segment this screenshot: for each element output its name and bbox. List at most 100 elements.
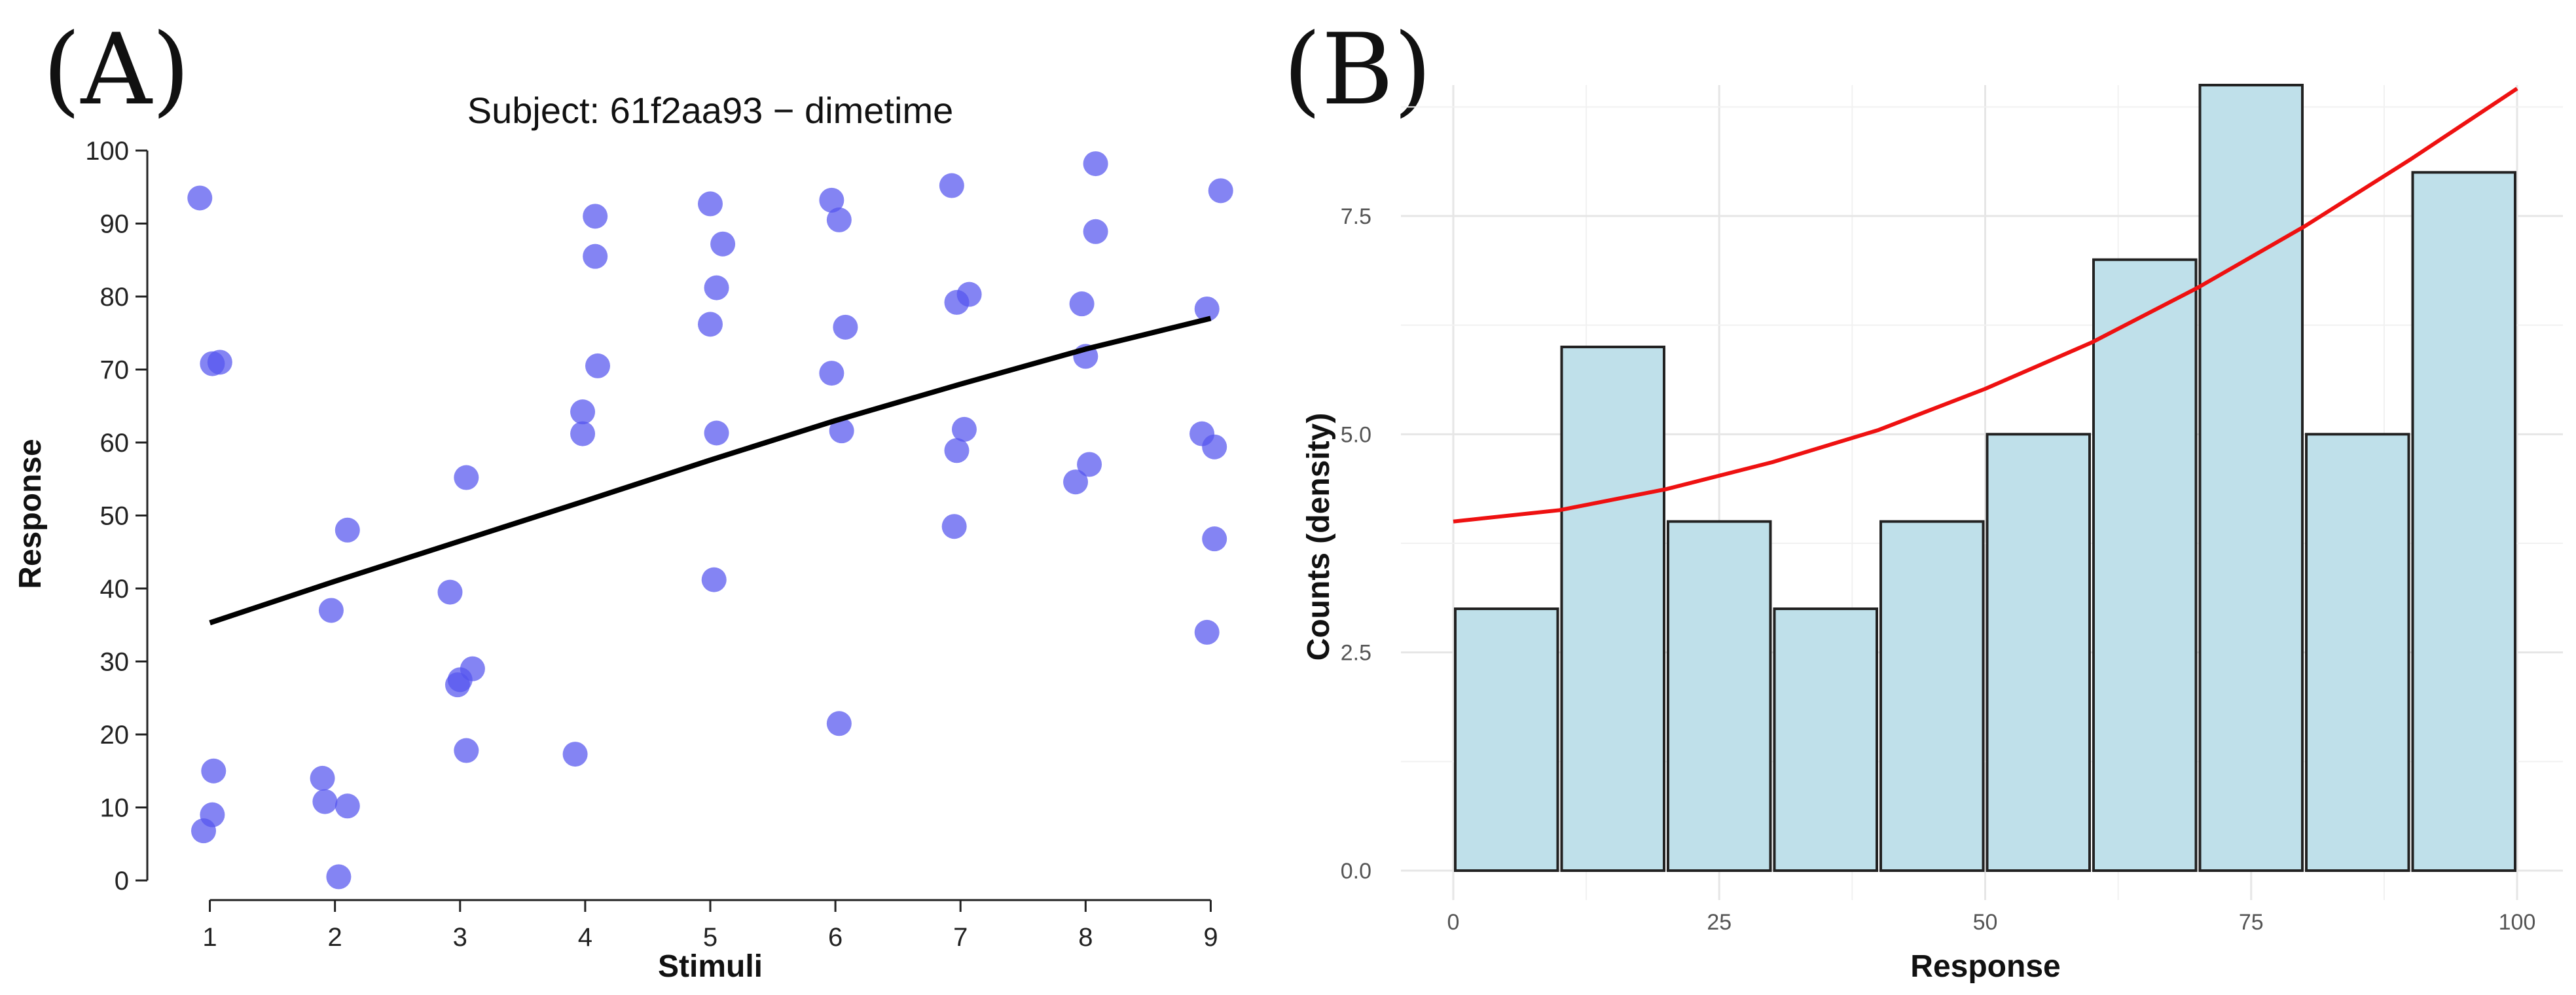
- histogram-y-tick-label: 2.5: [1341, 641, 1371, 666]
- scatter-point: [698, 312, 723, 337]
- scatter-fit-line: [209, 316, 1212, 626]
- scatter-point: [704, 420, 729, 446]
- histogram-x-tick-label: 25: [1707, 910, 1732, 935]
- scatter-x-tick-label: 6: [828, 923, 843, 952]
- scatter-x-tick-label: 5: [703, 923, 717, 952]
- scatter-point: [454, 738, 479, 763]
- scatter-y-tick-label: 30: [100, 648, 130, 677]
- scatter-point: [941, 514, 967, 539]
- scatter-y-tick-label: 40: [100, 575, 130, 604]
- scatter-point: [939, 173, 964, 198]
- scatter-point: [1083, 151, 1108, 177]
- scatter-point: [312, 789, 338, 814]
- scatter-y-tick-label: 90: [100, 210, 130, 239]
- panel-a-letter: (A): [43, 13, 190, 127]
- scatter-point: [201, 758, 227, 784]
- scatter-point: [1063, 469, 1089, 495]
- scatter-point: [1194, 296, 1220, 321]
- scatter-x-tick-label: 8: [1078, 923, 1093, 952]
- histogram-xlabel: Response: [1910, 949, 2060, 984]
- scatter-point: [207, 350, 232, 375]
- scatter-y-tick-label: 60: [100, 429, 130, 458]
- histogram-bar: [2305, 433, 2410, 872]
- scatter-point: [1069, 291, 1095, 317]
- scatter-point: [1194, 619, 1220, 645]
- scatter-x-tick-label: 2: [328, 923, 342, 952]
- scatter-y-tick-label: 80: [100, 283, 130, 312]
- histogram-bar: [1879, 520, 1985, 872]
- scatter-point: [704, 275, 729, 300]
- scatter-y-tick-label: 50: [100, 502, 130, 531]
- scatter-x-tick-label: 9: [1203, 923, 1218, 952]
- scatter-point: [698, 191, 723, 217]
- histogram-bar: [2092, 258, 2198, 872]
- scatter-point: [710, 231, 736, 257]
- scatter-y-tick-label: 70: [100, 356, 130, 385]
- scatter-x-tick-label: 3: [453, 923, 467, 952]
- histogram-y-tick-label: 5.0: [1341, 422, 1371, 447]
- histogram-y-tick-label: 7.5: [1341, 204, 1371, 229]
- histogram-y-tick-label: 0.0: [1341, 859, 1371, 884]
- scatter-point: [833, 314, 858, 340]
- scatter-point: [437, 579, 463, 605]
- histogram-bar: [1667, 520, 1772, 872]
- scatter-point: [570, 421, 596, 446]
- histogram-x-tick-label: 75: [2239, 910, 2264, 935]
- scatter-point: [819, 187, 844, 213]
- scatter-chart: Subject: 61f2aa93 − dimetime 0 10 20 30 40 50…: [13, 90, 1233, 984]
- scatter-point: [951, 416, 977, 442]
- histogram-x-tick-label: 50: [1973, 910, 1998, 935]
- histogram-bars: [1454, 84, 2516, 872]
- scatter-x-tick-label: 4: [578, 923, 592, 952]
- scatter-point: [583, 204, 608, 229]
- scatter-point: [826, 207, 852, 232]
- scatter-point: [191, 818, 216, 844]
- histogram-bar: [2411, 171, 2516, 872]
- scatter-point: [335, 793, 360, 819]
- scatter-point: [829, 418, 854, 444]
- scatter-point: [454, 465, 479, 490]
- scatter-point: [444, 672, 470, 698]
- scatter-y-tick-label: 20: [100, 721, 130, 750]
- histogram-bar: [2198, 84, 2304, 872]
- scatter-point: [1208, 178, 1233, 204]
- histogram-ylabel: Counts (density): [1301, 413, 1336, 661]
- histogram-bar: [1986, 433, 2091, 872]
- histogram-ticks: 0.0 2.5 5.0 7.5 0 25 50 75 100: [1341, 204, 2536, 935]
- scatter-point: [562, 742, 588, 767]
- scatter-point: [318, 598, 344, 623]
- scatter-point: [583, 244, 608, 269]
- scatter-point: [944, 289, 970, 315]
- scatter-x-tick-label: 1: [202, 923, 217, 952]
- histogram-density-curve: [1453, 86, 2518, 524]
- histogram-bar: [1560, 346, 1665, 872]
- scatter-point: [1202, 434, 1227, 460]
- scatter-ylabel: Response: [13, 439, 48, 588]
- scatter-x-tick-label: 7: [953, 923, 968, 952]
- scatter-point: [335, 517, 360, 543]
- scatter-point: [826, 711, 852, 736]
- scatter-point: [1202, 526, 1227, 552]
- scatter-point: [310, 765, 335, 791]
- histogram-bar: [1773, 607, 1878, 872]
- scatter-point: [1077, 452, 1102, 477]
- scatter-ticks: 0 10 20 30 40 50 60 70 80 90 100 1 2 3 4 5 6 7 8 9: [85, 137, 1218, 952]
- scatter-points: [187, 151, 1233, 890]
- scatter-y-tick-label: 100: [85, 137, 129, 166]
- scatter-point: [819, 361, 844, 386]
- panel-b-letter: (B): [1283, 13, 1432, 127]
- scatter-fit-line-path: [209, 316, 1212, 626]
- scatter-point: [585, 353, 610, 378]
- scatter-axes: [146, 151, 1211, 901]
- histogram-bar: [1454, 607, 1559, 872]
- scatter-point: [187, 185, 213, 211]
- histogram-x-tick-label: 100: [2499, 910, 2536, 935]
- histogram-x-tick-label: 0: [1447, 910, 1460, 935]
- histogram-chart: 0.0 2.5 5.0 7.5 0 25 50 75 100 Response Counts (…: [1301, 84, 2563, 984]
- scatter-title: Subject: 61f2aa93 − dimetime: [467, 90, 953, 131]
- scatter-point: [944, 438, 970, 463]
- scatter-y-tick-label: 0: [115, 867, 129, 895]
- scatter-point: [570, 399, 596, 425]
- scatter-point: [326, 864, 352, 890]
